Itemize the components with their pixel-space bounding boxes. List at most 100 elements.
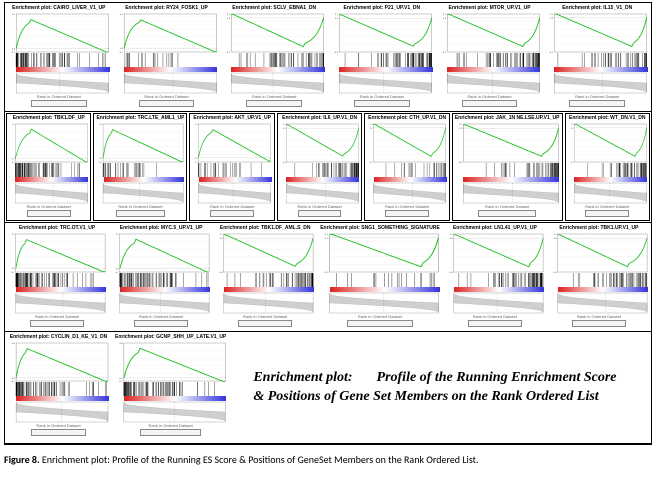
plot-title: Enrichment plot: WT_DN.V1_DN <box>568 115 647 123</box>
rank-metric-panel <box>96 182 184 204</box>
geneset-rug <box>8 53 110 67</box>
overlay-caption-text: Enrichment plot: Profile of the Running … <box>253 369 627 407</box>
plot-title: Enrichment plot: CAIRO_LIVER_V1_UP <box>8 5 110 13</box>
es-curve-panel: -0.40.00.1 <box>455 123 560 163</box>
geneset-rug <box>115 382 226 396</box>
geneset-rug <box>320 273 440 287</box>
svg-text:0.0: 0.0 <box>459 127 463 130</box>
rank-metric-panel <box>320 292 440 314</box>
rank-metric-panel <box>455 182 560 204</box>
es-curve-panel: -0.50.00.1 <box>367 123 446 163</box>
geneset-rug <box>568 163 647 177</box>
figure-caption-text: Enrichment plot: Profile of the Running … <box>42 453 479 466</box>
es-curve-panel: -0.50.00.1 <box>568 123 647 163</box>
es-curve-panel: -0.10.00.5 <box>8 233 106 273</box>
plot-title: Enrichment plot: GCNP_SHH_UP_LATE.V1_UP <box>115 334 226 342</box>
svg-text:0.4: 0.4 <box>196 124 199 126</box>
svg-text:0.5: 0.5 <box>120 13 124 16</box>
enrichment-plot: Enrichment plot: LN1.41_UP.V1_UP-0.40.00… <box>443 223 547 331</box>
es-curve-panel: -0.50.00.1 <box>546 13 648 53</box>
plot-legend <box>238 320 292 327</box>
es-curve-panel: -0.40.00.1 <box>280 123 359 163</box>
svg-text:0.6: 0.6 <box>12 342 16 345</box>
plot-legend <box>116 210 164 217</box>
enrichment-plot: Enrichment plot: TRC.LTE_AML1_UP-0.10.00… <box>93 113 187 221</box>
plot-title: Enrichment plot: IL6_UP.V1_DN <box>280 115 359 123</box>
plot-title: Enrichment plot: SNG1_SOMETHING_SIGNATUR… <box>320 225 440 233</box>
svg-text:0.0: 0.0 <box>196 158 199 160</box>
svg-text:0.0: 0.0 <box>443 17 447 20</box>
overlay-caption: Enrichment plot: Profile of the Running … <box>229 332 651 443</box>
svg-text:0.0: 0.0 <box>283 128 286 130</box>
svg-text:0.1: 0.1 <box>283 124 285 126</box>
plot-legend <box>354 100 410 107</box>
es-curve-panel: -0.10.00.5 <box>9 123 88 163</box>
svg-text:0.0: 0.0 <box>227 17 231 20</box>
svg-text:0.1: 0.1 <box>335 13 339 16</box>
plot-legend <box>478 210 536 217</box>
enrichment-plot: Enrichment plot: TRC.OT.V1_UP-0.10.00.5R… <box>5 223 109 331</box>
rank-metric-panel <box>568 182 647 204</box>
svg-text:0.5: 0.5 <box>100 123 104 126</box>
figure-caption: Figure 8. Enrichment plot: Profile of th… <box>4 453 652 466</box>
geneset-rug <box>446 273 544 287</box>
es-curve-panel: -0.10.00.5 <box>116 13 218 53</box>
es-curve-panel: -0.10.00.5 <box>8 13 110 53</box>
plot-title: Enrichment plot: TBK1.DF_UP <box>9 115 88 123</box>
plot-title: Enrichment plot: SCLV_EBNA1_DN <box>223 5 325 13</box>
svg-text:0.0: 0.0 <box>12 158 15 160</box>
rank-metric-panel <box>446 292 544 314</box>
svg-text:0.1: 0.1 <box>325 233 329 236</box>
es-curve-panel: -0.10.00.6 <box>115 342 226 382</box>
plot-title: Enrichment plot: RY24_FOSK1_UP <box>116 5 218 13</box>
rank-metric-panel <box>192 182 271 204</box>
svg-text:0.1: 0.1 <box>571 124 573 126</box>
plot-legend <box>31 429 87 436</box>
svg-text:0.0: 0.0 <box>325 237 329 240</box>
geneset-rug <box>192 163 271 177</box>
enrichment-plot: Enrichment plot: TBK1.UP.V1_UP-0.40.00.1… <box>547 223 651 331</box>
svg-text:0.0: 0.0 <box>120 47 124 50</box>
plot-row: Enrichment plot: TRC.OT.V1_UP-0.10.00.5R… <box>5 223 651 332</box>
enrichment-plot: Enrichment plot: MTOR_UP.V1_UP-0.50.00.1… <box>436 3 544 111</box>
rank-metric-panel <box>550 292 648 314</box>
plot-row: Enrichment plot: CAIRO_LIVER_V1_UP-0.10.… <box>5 3 651 112</box>
geneset-rug <box>280 163 359 177</box>
svg-text:0.1: 0.1 <box>450 233 454 236</box>
geneset-rug <box>8 273 106 287</box>
rank-metric-panel <box>280 182 359 204</box>
geneset-rug <box>439 53 541 67</box>
plot-title: Enrichment plot: TRC.LTE_AML1_UP <box>96 115 184 123</box>
plot-title: Enrichment plot: IL15_V1_DN <box>546 5 648 13</box>
overlay-caption-head: Enrichment plot: <box>253 370 352 385</box>
es-curve-panel: -0.40.00.1 <box>331 13 433 53</box>
plot-title: Enrichment plot: TRC.OT.V1_UP <box>8 225 106 233</box>
es-curve-panel: -0.10.00.5 <box>112 233 210 273</box>
geneset-rug <box>550 273 648 287</box>
svg-text:0.1: 0.1 <box>459 123 463 126</box>
es-curve-panel: -0.50.00.1 <box>439 13 541 53</box>
plot-legend <box>139 100 195 107</box>
es-curve-panel: -0.40.00.1 <box>446 233 544 273</box>
enrichment-plot: Enrichment plot: P21_UP.V1_DN-0.40.00.1R… <box>328 3 436 111</box>
rank-metric-panel <box>8 292 106 314</box>
geneset-rug <box>216 273 314 287</box>
plot-row-last: Enrichment plot: CYCLIN_D1_KE_V1_DN-0.10… <box>5 332 651 444</box>
svg-text:0.1: 0.1 <box>370 124 372 126</box>
enrichment-plot: Enrichment plot: TBK1.DF_UP-0.10.00.5Ran… <box>6 113 91 221</box>
rank-metric-panel <box>112 292 210 314</box>
rank-metric-panel <box>331 72 433 94</box>
plot-legend <box>569 100 625 107</box>
svg-text:0.0: 0.0 <box>370 128 373 130</box>
rank-metric-panel <box>546 72 648 94</box>
plot-legend <box>210 210 254 217</box>
enrichment-plot: Enrichment plot: AKT_UP.V1_UP-0.10.00.4R… <box>189 113 274 221</box>
es-curve-panel: -0.10.00.4 <box>192 123 271 163</box>
geneset-rug <box>223 53 325 67</box>
geneset-rug <box>112 273 210 287</box>
enrichment-plot: Enrichment plot: JAK_1N NE.LSE.UP.V1_UP-… <box>452 113 563 221</box>
rank-metric-panel <box>116 72 218 94</box>
svg-text:0.0: 0.0 <box>12 48 16 51</box>
enrichment-plot: Enrichment plot: IL6_UP.V1_DN-0.40.00.1R… <box>277 113 362 221</box>
plot-legend <box>30 320 84 327</box>
